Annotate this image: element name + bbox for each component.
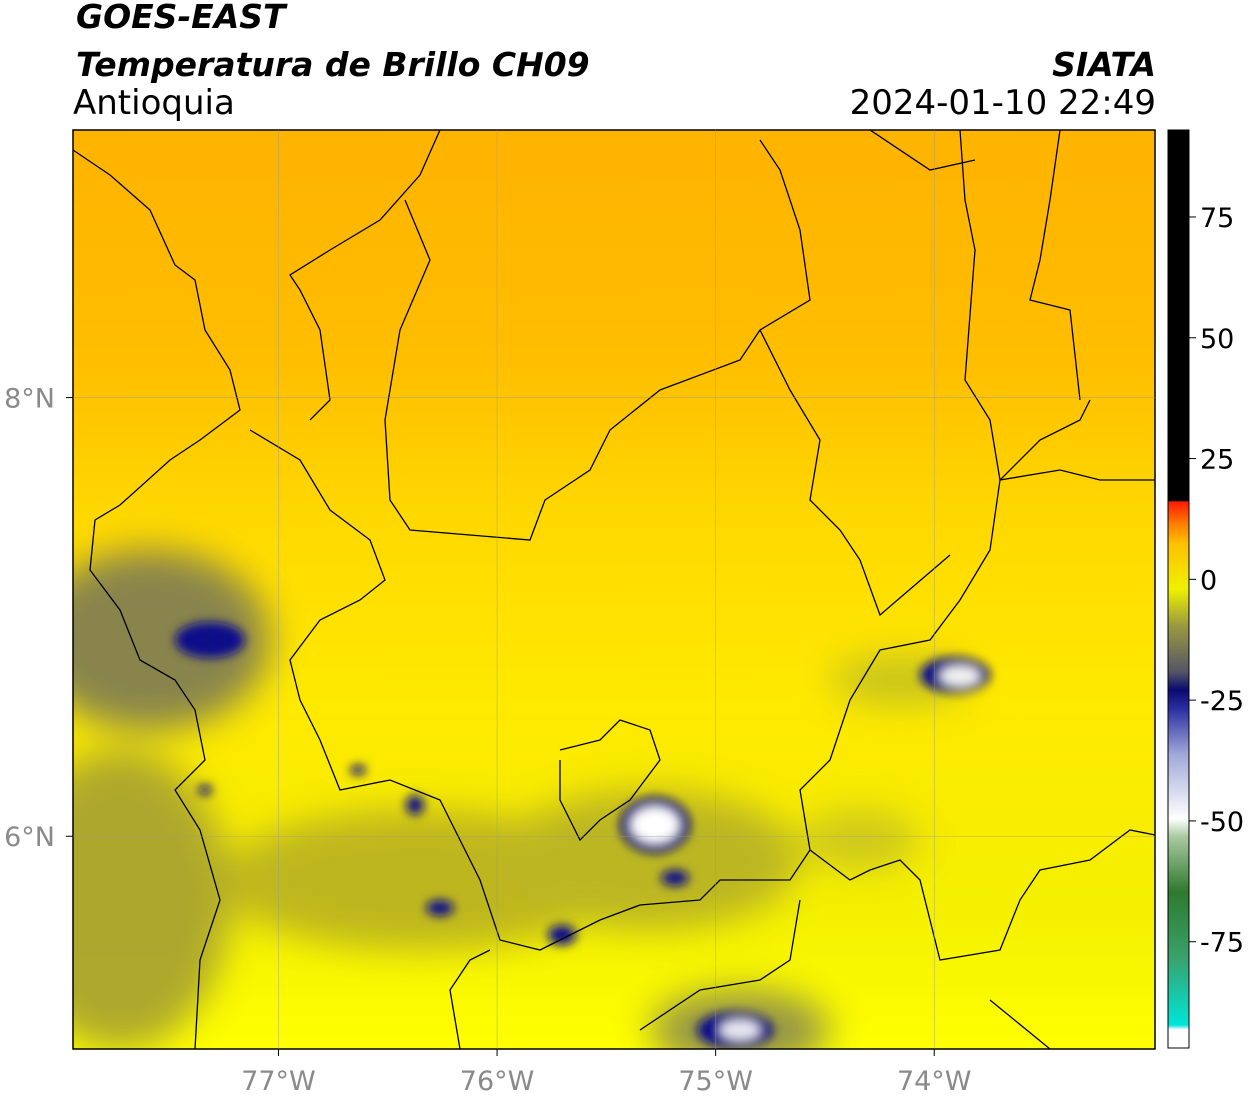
- colorbar: [1167, 129, 1190, 1049]
- colorbar-tick-label: -25: [1200, 686, 1244, 717]
- temperature-field: [73, 130, 1155, 1049]
- colorbar-tick-label: 25: [1200, 445, 1234, 476]
- lat-tick-label: 8°N: [4, 384, 55, 415]
- lon-tick-label: 76°W: [460, 1066, 535, 1097]
- colorbar-tick-label: 75: [1200, 203, 1234, 234]
- lon-tick-label: 74°W: [897, 1066, 972, 1097]
- timestamp: 2024-01-10 22:49: [849, 83, 1156, 123]
- borders: [73, 130, 1155, 1049]
- map-frame: [72, 129, 1156, 1050]
- lon-tick-label: 75°W: [678, 1066, 753, 1097]
- colorbar-tick-label: 50: [1200, 324, 1234, 355]
- colorbar-tick-label: -50: [1200, 807, 1244, 838]
- lon-tick-label: 77°W: [241, 1066, 316, 1097]
- satellite-title: GOES-EAST: [76, 0, 286, 36]
- colorbar-tick-label: -75: [1200, 928, 1244, 959]
- product-title: Temperatura de Brillo CH09: [76, 45, 590, 84]
- lat-tick-label: 6°N: [4, 822, 55, 853]
- colorbar-tick-label: 0: [1200, 565, 1217, 596]
- source-label: SIATA: [1052, 45, 1156, 84]
- region-label: Antioquia: [73, 83, 235, 123]
